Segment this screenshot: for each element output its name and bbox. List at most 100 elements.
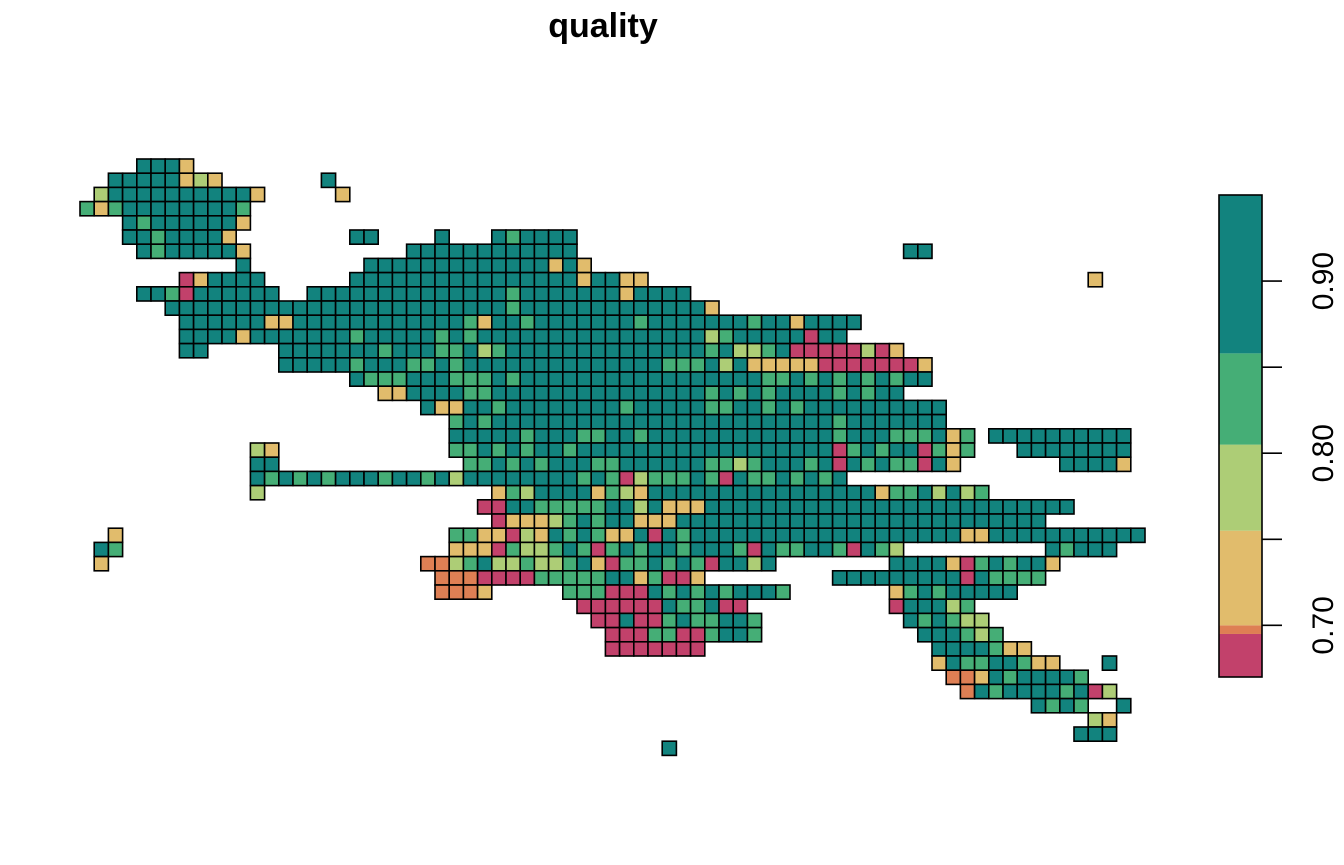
raster-cell <box>221 314 237 331</box>
raster-cell <box>746 342 763 359</box>
raster-cell <box>505 413 521 430</box>
raster-cell <box>675 541 692 558</box>
raster-cell <box>490 527 507 544</box>
raster-cell <box>590 342 607 359</box>
raster-cell <box>505 513 521 529</box>
raster-cell <box>1101 427 1118 444</box>
raster-cell <box>1016 527 1033 544</box>
raster-cell <box>1016 655 1033 671</box>
raster-cell <box>249 328 266 345</box>
raster-cell <box>192 285 209 302</box>
raster-cell <box>760 584 777 600</box>
raster-cell <box>675 427 692 444</box>
raster-cell <box>845 569 862 586</box>
raster-cell <box>590 527 607 544</box>
raster-cell <box>476 271 493 288</box>
raster-cell <box>277 356 294 373</box>
raster-cell <box>263 456 280 473</box>
raster-cell <box>874 413 891 430</box>
raster-cell <box>902 498 919 515</box>
raster-cell <box>746 555 763 572</box>
raster-cell <box>860 413 876 430</box>
raster-cell <box>874 456 891 473</box>
raster-cell <box>817 541 834 558</box>
raster-cell <box>448 257 465 274</box>
raster-cell <box>987 555 1004 572</box>
raster-cell <box>448 442 465 458</box>
raster-cell <box>604 300 621 316</box>
raster-cell <box>136 172 152 189</box>
raster-cell <box>448 371 465 387</box>
raster-cell <box>178 342 195 359</box>
raster-cell <box>803 456 820 473</box>
raster-cell <box>1002 669 1018 686</box>
raster-cell <box>1087 726 1104 742</box>
raster-cell <box>916 243 933 260</box>
raster-cell <box>860 342 876 359</box>
raster-cell <box>916 569 933 586</box>
raster-cell <box>732 555 749 572</box>
raster-cell <box>505 342 521 359</box>
raster-cell <box>689 314 706 331</box>
raster-cell <box>661 498 678 515</box>
raster-cell <box>1059 442 1075 458</box>
raster-cell <box>505 569 521 586</box>
raster-cell <box>675 314 692 331</box>
raster-cell <box>718 385 734 402</box>
raster-cell <box>1044 697 1061 714</box>
raster-cell <box>249 456 266 473</box>
raster-cell <box>107 527 124 544</box>
raster-cell <box>604 612 621 629</box>
raster-cell <box>604 527 621 544</box>
raster-cell <box>590 470 607 487</box>
raster-cell <box>632 300 649 316</box>
raster-cell <box>348 371 365 387</box>
raster-cell <box>434 555 450 572</box>
raster-cell <box>391 356 408 373</box>
raster-cell <box>661 356 678 373</box>
raster-cell <box>803 399 820 416</box>
raster-cell <box>93 186 110 203</box>
raster-cell <box>561 314 578 331</box>
raster-cell <box>902 569 919 586</box>
raster-cell <box>292 356 308 373</box>
raster-cell <box>718 612 734 629</box>
raster-cell <box>703 371 720 387</box>
raster-cell <box>490 498 507 515</box>
raster-cell <box>448 342 465 359</box>
raster-cell <box>604 513 621 529</box>
raster-cell <box>221 271 237 288</box>
raster-cell <box>377 470 394 487</box>
raster-cell <box>661 442 678 458</box>
raster-cell <box>860 427 876 444</box>
raster-cell <box>490 399 507 416</box>
raster-cell <box>490 427 507 444</box>
raster-cell <box>419 356 436 373</box>
raster-cell <box>277 328 294 345</box>
raster-cell <box>831 342 848 359</box>
raster-cell <box>476 527 493 544</box>
raster-cell <box>618 584 635 600</box>
raster-cell <box>363 229 379 245</box>
raster-cell <box>888 413 905 430</box>
raster-cell <box>519 413 536 430</box>
raster-cell <box>533 569 550 586</box>
raster-cell <box>561 271 578 288</box>
raster-cell <box>973 655 990 671</box>
raster-cell <box>192 271 209 288</box>
raster-cell <box>632 442 649 458</box>
raster-cell <box>675 527 692 544</box>
raster-cell <box>505 385 521 402</box>
raster-cell <box>746 484 763 501</box>
legend-color-bin <box>1219 195 1262 354</box>
raster-cell <box>931 527 947 544</box>
raster-cell <box>618 555 635 572</box>
raster-cell <box>647 314 663 331</box>
raster-cell <box>661 598 678 615</box>
raster-cell <box>505 498 521 515</box>
raster-cell <box>831 456 848 473</box>
raster-cell <box>505 399 521 416</box>
raster-cell <box>547 555 564 572</box>
raster-cell <box>803 413 820 430</box>
raster-cell <box>490 342 507 359</box>
